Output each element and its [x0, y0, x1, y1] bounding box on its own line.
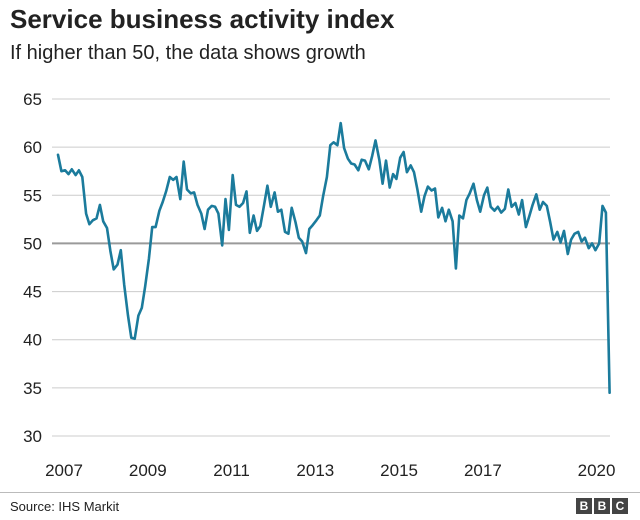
source-note: Source: IHS Markit [10, 499, 120, 514]
footer-divider [0, 492, 640, 493]
x-tick-label: 2011 [213, 461, 250, 480]
x-tick-label: 2007 [45, 461, 83, 480]
y-tick-label: 35 [23, 379, 42, 398]
logo-letter-3: C [612, 498, 628, 514]
y-tick-label: 65 [23, 90, 42, 109]
bbc-logo: B B C [576, 498, 628, 514]
series-line [56, 121, 611, 395]
y-axis-tick-labels: 30 35 40 45 50 55 60 65 [23, 90, 42, 446]
logo-letter-1: B [576, 498, 592, 514]
y-tick-label: 40 [23, 331, 42, 350]
y-tick-label: 50 [23, 234, 42, 253]
x-tick-label: 2020 [578, 461, 616, 480]
x-tick-label: 2009 [129, 461, 167, 480]
chart-title: Service business activity index [10, 4, 395, 34]
chart-subtitle: If higher than 50, the data shows growth [10, 42, 366, 64]
series-layer [56, 121, 611, 395]
y-tick-label: 30 [23, 427, 42, 446]
y-tick-label: 55 [23, 186, 42, 205]
x-tick-label: 2013 [296, 461, 334, 480]
x-tick-label: 2017 [464, 461, 502, 480]
y-tick-label: 45 [23, 283, 42, 302]
logo-letter-2: B [594, 498, 610, 514]
x-axis-tick-labels: 2007 2009 2011 2013 2015 2017 2020 [45, 461, 615, 480]
x-tick-label: 2015 [380, 461, 418, 480]
y-tick-label: 60 [23, 138, 42, 157]
line-chart: 30 35 40 45 50 55 60 65 2007 2009 2011 2013 2015 201… [23, 90, 615, 480]
